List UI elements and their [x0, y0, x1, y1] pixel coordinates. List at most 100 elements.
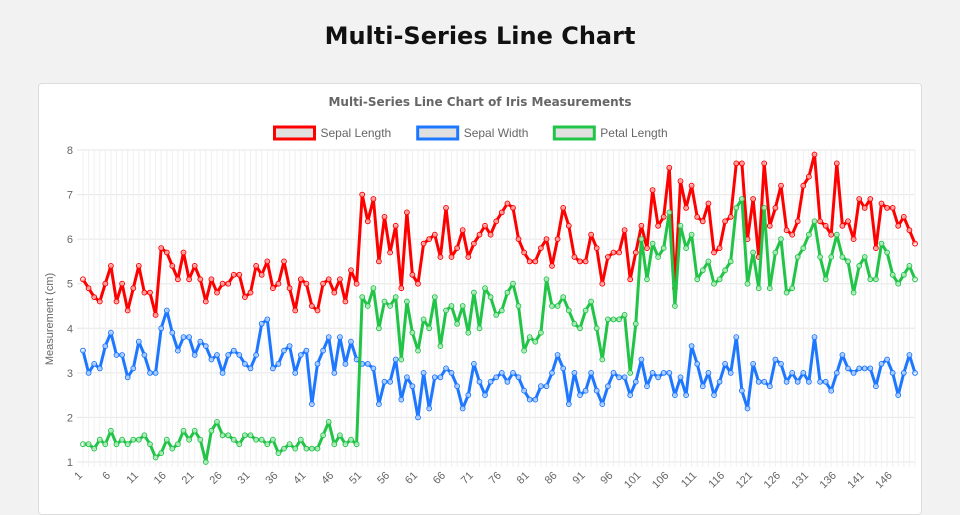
petal-length-point [845, 258, 851, 265]
legend-item-sepal-length[interactable]: Sepal Length [273, 125, 392, 141]
sepal-width-point [560, 365, 567, 372]
y-tick-label: 7 [67, 190, 73, 202]
petal-length-point [828, 254, 835, 260]
sepal-length-point [772, 205, 779, 211]
petal-length-point [621, 312, 628, 318]
sepal-length-point [459, 227, 466, 234]
x-tick-label: 36 [263, 470, 280, 487]
x-tick-label: 16 [152, 470, 169, 487]
x-tick-label: 136 [817, 470, 838, 491]
sepal-width-point [504, 378, 511, 385]
sepal-length-point [632, 249, 639, 256]
petal-length-point [705, 258, 712, 265]
sepal-length-point [778, 182, 784, 189]
x-tick-label: 81 [515, 470, 532, 487]
sepal-width-point [761, 378, 768, 385]
sepal-length-point [448, 254, 455, 260]
sepal-width-point [320, 347, 327, 354]
petal-length-point [833, 231, 840, 238]
x-tick-label: 131 [790, 470, 811, 491]
sepal-width-point [398, 396, 405, 403]
petal-length-point [102, 441, 109, 448]
petal-length-point [577, 325, 583, 332]
sepal-length-point [314, 307, 321, 314]
legend-swatch [416, 125, 460, 141]
petal-length-point [649, 240, 656, 247]
sepal-width-point [297, 352, 304, 358]
petal-length-point [683, 245, 689, 252]
petal-length-point [789, 285, 796, 292]
sepal-length-point [655, 222, 661, 229]
sepal-length-point [727, 214, 734, 220]
sepal-width-point [632, 378, 639, 385]
petal-length-point [309, 445, 315, 452]
y-tick-label: 1 [67, 457, 73, 469]
sepal-width-point [281, 347, 287, 354]
sepal-width-point [465, 392, 472, 399]
sepal-width-point [856, 365, 863, 372]
petal-length-point [320, 432, 327, 439]
sepal-length-point [906, 227, 913, 234]
sepal-width-point [839, 352, 846, 358]
sepal-width-point [292, 370, 299, 376]
petal-length-point [175, 441, 181, 448]
sepal-length-point [498, 209, 505, 216]
sepal-width-point [370, 365, 377, 372]
sepal-length-point [660, 214, 667, 220]
sepal-width-point [565, 401, 572, 408]
petal-length-point [214, 419, 220, 425]
petal-length-point [376, 325, 382, 332]
sepal-width-point [873, 383, 879, 390]
sepal-length-point [85, 285, 92, 292]
x-tick-label: 1 [72, 470, 85, 483]
legend-item-petal-length[interactable]: Petal Length [552, 125, 668, 141]
sepal-width-point [108, 329, 114, 336]
sepal-length-point [599, 280, 606, 287]
legend-item-sepal-width[interactable]: Sepal Width [416, 125, 529, 141]
page-title: Multi-Series Line Chart [324, 22, 636, 50]
sepal-width-point [180, 334, 187, 341]
petal-length-point [588, 298, 594, 305]
sepal-width-point [471, 361, 477, 367]
sepal-length-point [426, 236, 433, 243]
sepal-length-point [80, 276, 86, 283]
petal-length-point [476, 325, 483, 332]
sepal-width-point [605, 383, 611, 390]
petal-length-point [873, 276, 879, 283]
petal-length-point [113, 441, 120, 448]
sepal-length-point [91, 294, 98, 301]
petal-length-point [599, 356, 606, 363]
sepal-length-point [169, 263, 176, 269]
petal-length-line [83, 197, 917, 464]
petal-length-point [147, 441, 153, 448]
chart-title: Multi-Series Line Chart of Iris Measurem… [328, 95, 631, 109]
petal-length-point [526, 334, 533, 341]
petal-length-point [733, 205, 740, 211]
sepal-length-point [621, 227, 628, 234]
sepal-length-point [292, 307, 299, 314]
sepal-length-point [705, 200, 712, 207]
petal-length-point [582, 307, 589, 314]
sepal-width-point [722, 361, 728, 367]
petal-length-point [331, 441, 338, 448]
sepal-length-point [376, 258, 382, 265]
y-tick-label: 5 [67, 279, 73, 291]
sepal-length-point [297, 276, 304, 283]
x-tick-label: 6 [100, 470, 113, 483]
petal-length-point [593, 325, 600, 332]
sepal-length-point [163, 249, 170, 256]
petal-length-point [772, 249, 779, 256]
petal-length-point [822, 276, 829, 283]
sepal-width-point [794, 378, 801, 385]
sepal-width-point [739, 387, 745, 394]
sepal-length-point [683, 205, 689, 211]
x-tick-label: 96 [598, 470, 615, 487]
sepal-width-point [348, 338, 354, 345]
sepal-length-point [688, 182, 695, 189]
sepal-length-point [588, 231, 594, 238]
petal-length-point [303, 445, 310, 452]
sepal-width-point [102, 343, 109, 350]
sepal-length-point [571, 254, 578, 260]
petal-length-point [281, 445, 287, 452]
x-tick-label: 11 [124, 470, 141, 487]
